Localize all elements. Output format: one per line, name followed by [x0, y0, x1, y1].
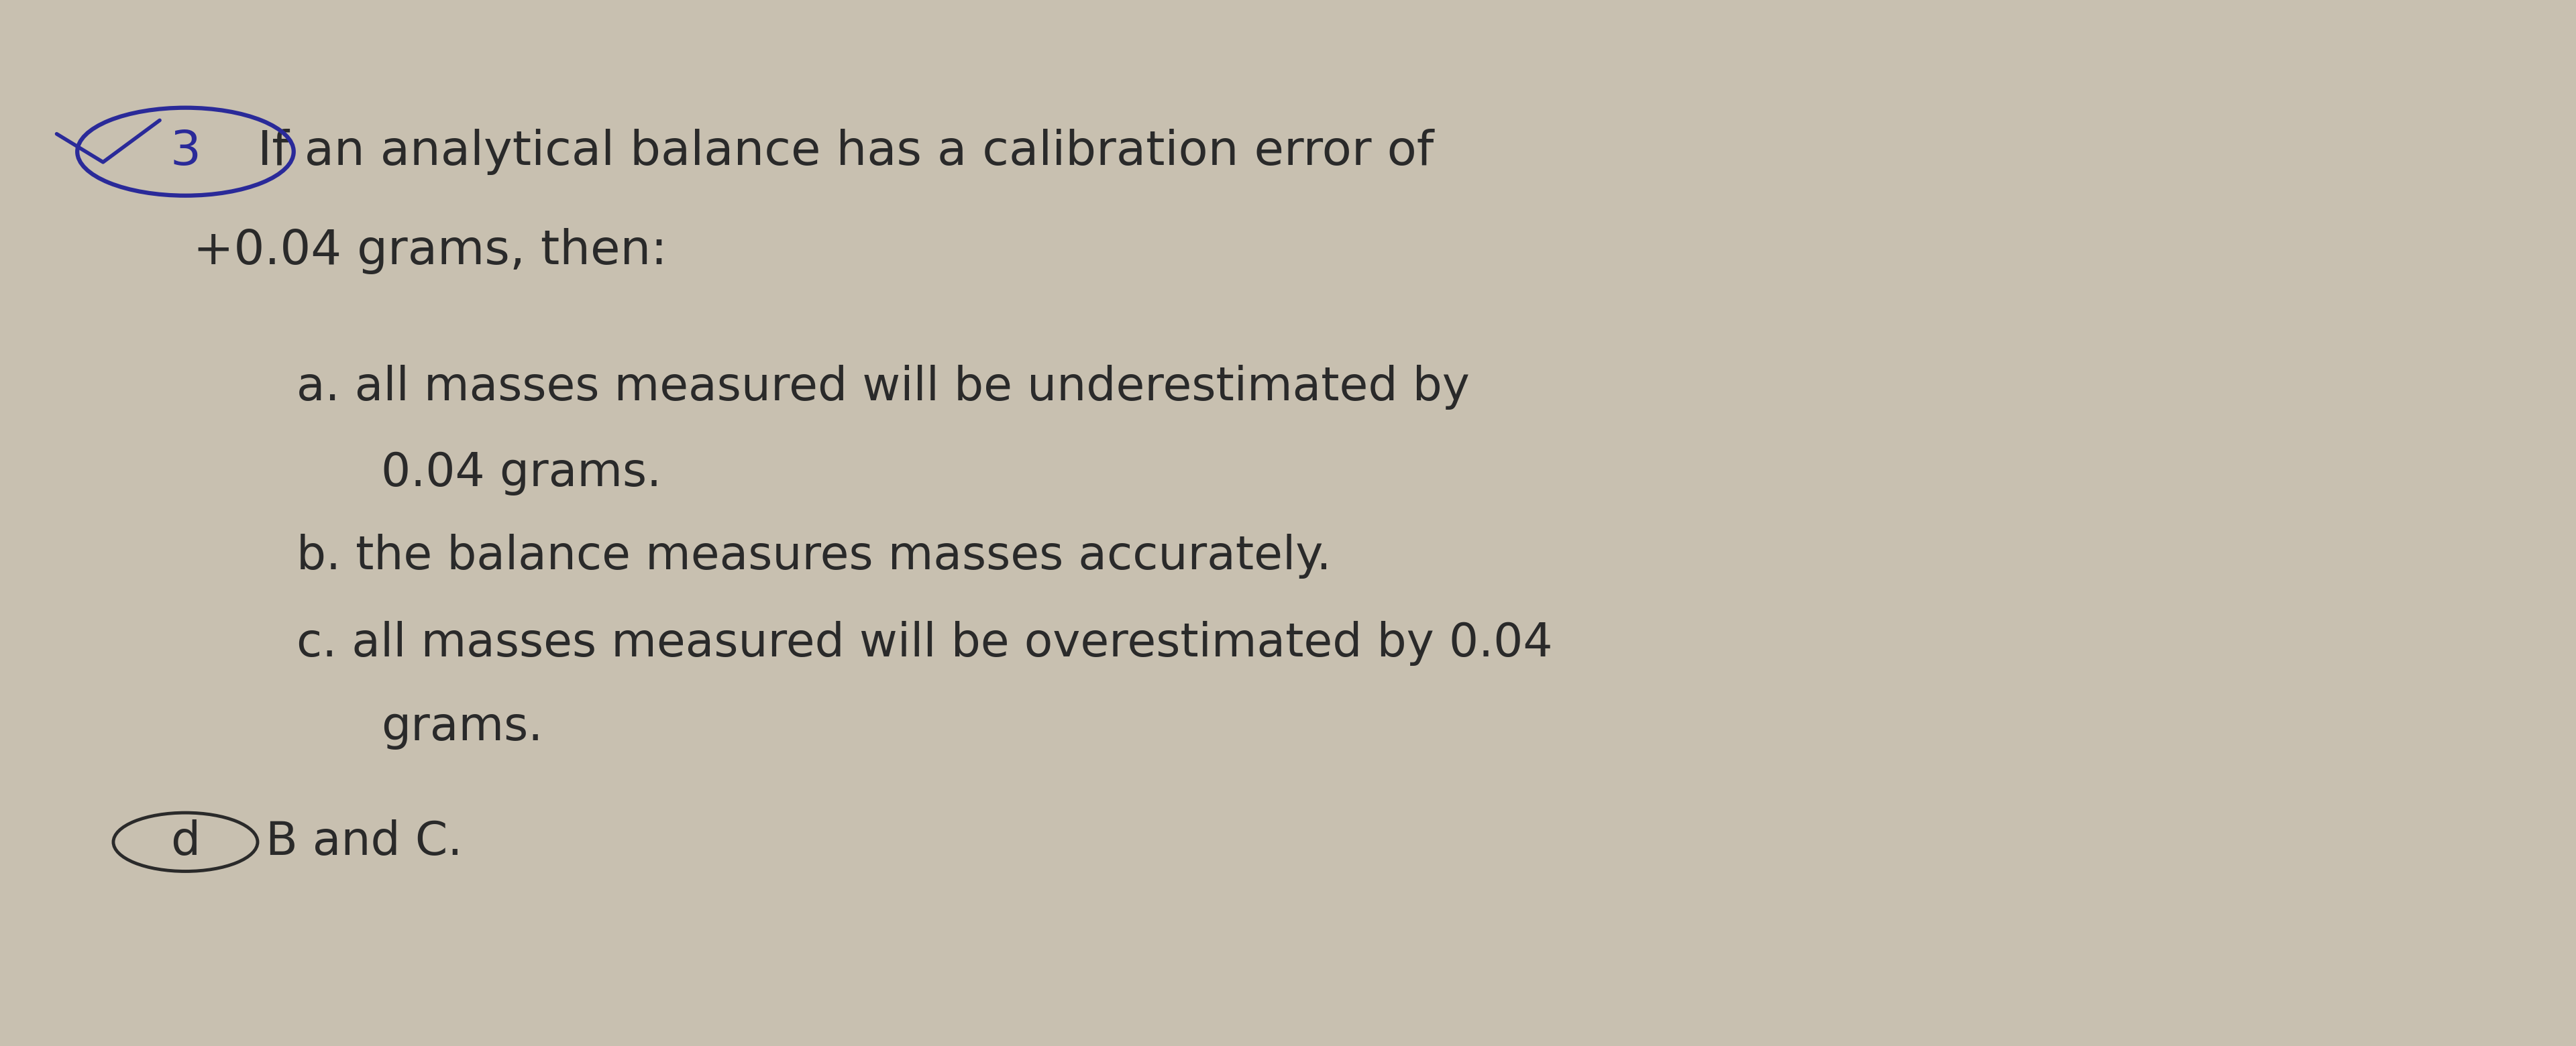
Text: d: d — [170, 820, 201, 864]
Text: 3: 3 — [170, 129, 201, 175]
Text: B and C.: B and C. — [265, 820, 461, 864]
Text: 0.04 grams.: 0.04 grams. — [381, 451, 662, 495]
Text: +0.04 grams, then:: +0.04 grams, then: — [193, 228, 667, 274]
Text: If an analytical balance has a calibration error of: If an analytical balance has a calibrati… — [258, 129, 1435, 175]
Text: grams.: grams. — [381, 705, 544, 749]
Text: a. all masses measured will be underestimated by: a. all masses measured will be underesti… — [296, 365, 1468, 409]
Text: c. all masses measured will be overestimated by 0.04: c. all masses measured will be overestim… — [296, 621, 1553, 665]
Text: b. the balance measures masses accurately.: b. the balance measures masses accuratel… — [296, 535, 1332, 578]
